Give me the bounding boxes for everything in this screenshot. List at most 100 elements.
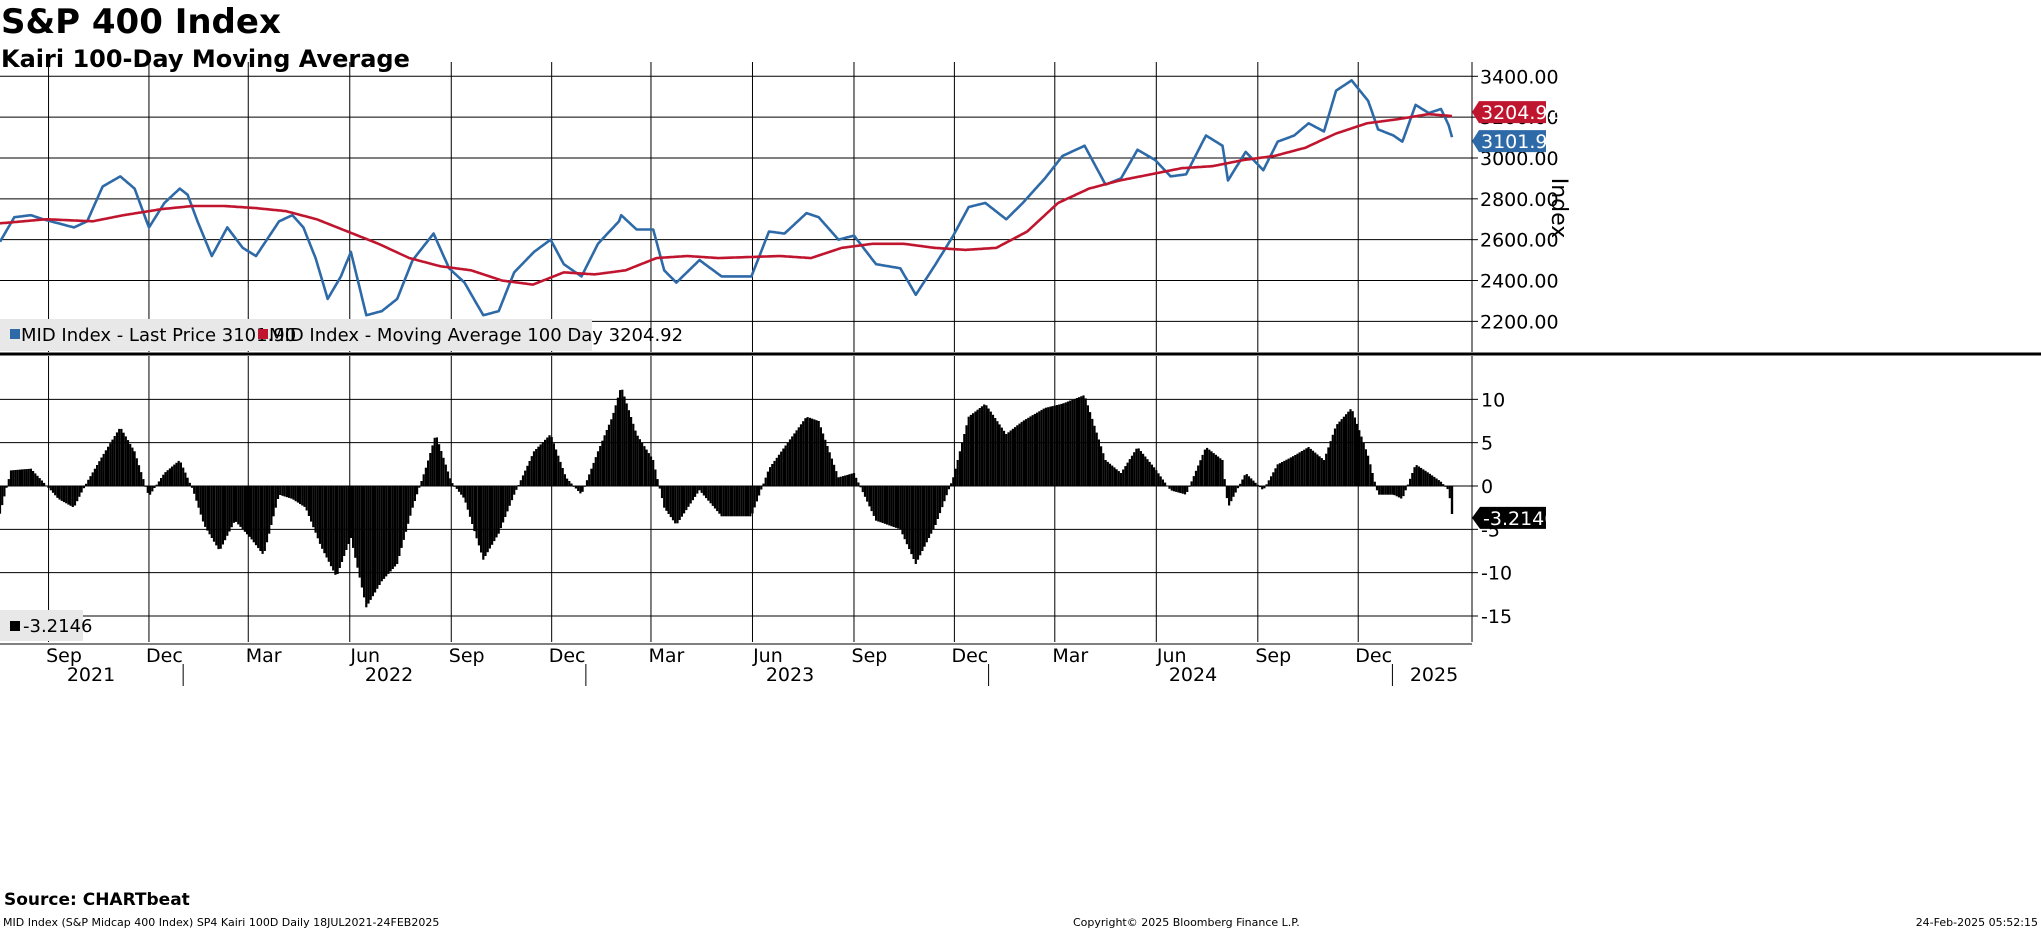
kairi-bar (1424, 470, 1427, 486)
kairi-bar (879, 486, 882, 523)
kairi-bar (1144, 456, 1147, 486)
kairi-bar (1031, 415, 1034, 486)
kairi-bar (1234, 486, 1237, 493)
kairi-bar (751, 486, 754, 514)
kairi-bar (850, 473, 853, 486)
kairi-bar (718, 486, 721, 514)
kairi-bar (305, 486, 308, 511)
kairi-bar (1351, 411, 1354, 486)
x-month-label: Jun (752, 645, 783, 667)
kairi-bar (546, 437, 549, 486)
kairi-bar (451, 483, 454, 486)
kairi-bar (532, 451, 536, 486)
kairi-bar (671, 486, 675, 521)
kairi-bar (938, 486, 942, 514)
kairi-bar (755, 486, 758, 502)
kairi-bar (254, 486, 258, 546)
kairi-bar (1093, 425, 1096, 486)
kairi-bar (771, 464, 774, 486)
kairi-bar (1292, 456, 1295, 486)
kairi-bar (1437, 480, 1440, 486)
kairi-bar (486, 486, 489, 553)
kairi-bar (27, 468, 30, 486)
kairi-bar (164, 472, 167, 486)
kairi-bar (804, 418, 807, 486)
y-tick-label: -15 (1481, 606, 1512, 628)
kairi-bar (93, 468, 96, 486)
kairi-bar (802, 421, 805, 486)
kairi-bar (104, 450, 107, 486)
kairi-bar (797, 427, 800, 486)
kairi-bar (1338, 421, 1341, 486)
kairi-bar (1241, 479, 1244, 486)
kairi-bar (1066, 401, 1070, 486)
kairi-bar (65, 486, 68, 504)
kairi-bar (744, 486, 747, 517)
kairi-bar (943, 486, 946, 502)
kairi-bar (312, 486, 315, 528)
kairi-bar (166, 470, 169, 486)
kairi-bar (1135, 448, 1138, 486)
kairi-bar (1386, 486, 1390, 495)
kairi-bar (1442, 484, 1445, 486)
kairi-bar (1221, 460, 1224, 486)
x-year-label: 2021 (67, 664, 115, 686)
moving-average-last-value-box (1472, 101, 1546, 124)
kairi-bar (382, 486, 386, 579)
kairi-bar (841, 476, 845, 486)
kairi-bar (307, 486, 310, 516)
kairi-bar (1150, 464, 1153, 486)
kairi-bar (1263, 486, 1266, 489)
kairi-bar (760, 486, 763, 490)
kairi-bar (155, 484, 158, 486)
kairi-bar (303, 486, 306, 507)
y-tick-label: -10 (1481, 563, 1512, 585)
kairi-bar (204, 486, 207, 527)
kairi-bar (329, 486, 333, 567)
kairi-bar (1197, 465, 1200, 486)
kairi-bar (903, 486, 906, 540)
kairi-bar (563, 474, 566, 486)
kairi-bar (1029, 416, 1032, 486)
kairi-bar (1228, 486, 1231, 506)
kairi-bar (1007, 432, 1010, 486)
kairi-bar (1289, 457, 1292, 486)
kairi-bar (1406, 484, 1409, 486)
kairi-bar (1210, 451, 1213, 486)
kairi-bar (1064, 402, 1067, 486)
kairi-bar (1005, 434, 1008, 486)
kairi-bar (1190, 481, 1193, 486)
x-month-label: Sep (46, 645, 82, 667)
kairi-bar (1367, 455, 1370, 486)
kairi-bar (239, 486, 242, 527)
kairi-bar (34, 473, 37, 486)
kairi-bar (111, 439, 114, 486)
kairi-bar (1382, 486, 1385, 495)
kairi-bar (409, 486, 412, 516)
kairi-bar (687, 486, 690, 507)
kairi-bar (212, 486, 216, 542)
kairi-bar (892, 486, 895, 527)
kairi-bar (334, 486, 337, 575)
kairi-bar (29, 468, 32, 486)
kairi-bar (947, 486, 950, 490)
kairi-bar (378, 486, 381, 585)
kairi-bar (58, 486, 61, 500)
kairi-bar (380, 486, 383, 582)
last-price-line (0, 79, 1454, 317)
kairi-bar (418, 486, 421, 488)
kairi-bar (376, 486, 379, 589)
kairi-bar (76, 486, 79, 502)
kairi-bar (124, 436, 127, 486)
kairi-bar (1250, 478, 1253, 486)
kairi-bar (680, 486, 683, 517)
kairi-bar (480, 486, 483, 553)
kairi-bar (806, 417, 809, 486)
kairi-bar (40, 480, 43, 486)
kairi-bar (577, 486, 580, 491)
kairi-bar (1175, 486, 1178, 492)
kairi-bar (45, 485, 48, 487)
kairi-bar (647, 453, 650, 486)
kairi-bar (215, 486, 218, 546)
kairi-bar (1177, 486, 1180, 493)
